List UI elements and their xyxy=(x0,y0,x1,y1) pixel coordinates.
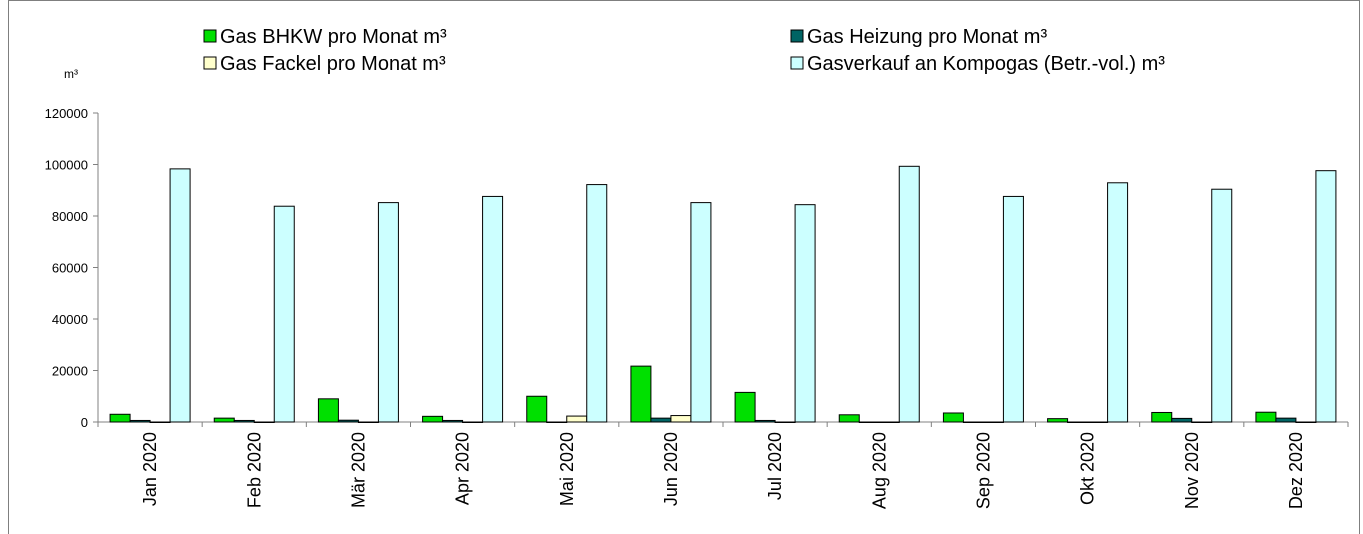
bar xyxy=(878,421,900,423)
bar xyxy=(690,202,712,423)
legend-label: Gas Fackel pro Monat m³ xyxy=(220,53,446,75)
bar xyxy=(838,414,860,423)
bar xyxy=(962,421,984,423)
x-tick-label: Jun 2020 xyxy=(661,432,681,506)
bar xyxy=(1315,170,1337,423)
bar xyxy=(213,417,235,423)
bar xyxy=(526,395,548,423)
bars xyxy=(109,165,1337,423)
y-tick-label: 120000 xyxy=(45,106,88,121)
bar xyxy=(149,421,171,423)
bar xyxy=(754,419,776,423)
bar xyxy=(317,398,339,423)
x-tick-label: Dez 2020 xyxy=(1286,432,1306,509)
bar xyxy=(442,419,464,423)
bar xyxy=(462,421,484,423)
y-tick-label: 60000 xyxy=(52,261,88,276)
axes: 0 20000 40000 60000 80000 100000 120000 xyxy=(45,106,1349,430)
legend: Gas BHKW pro Monat m³ Gas Heizung pro Mon… xyxy=(203,26,1165,75)
bar xyxy=(1211,188,1233,423)
bar xyxy=(1002,195,1024,423)
bar xyxy=(129,419,151,423)
legend-label: Gas BHKW pro Monat m³ xyxy=(220,26,447,48)
bar xyxy=(586,184,608,423)
bar xyxy=(1047,418,1069,423)
bar xyxy=(546,421,568,423)
x-axis-labels: Jan 2020 Feb 2020 Mär 2020 Apr 2020 Mai 2020… xyxy=(140,432,1306,509)
bar xyxy=(1275,417,1297,423)
legend-swatch xyxy=(790,56,804,70)
y-tick-label: 80000 xyxy=(52,209,88,224)
legend-swatch xyxy=(790,29,804,43)
bar xyxy=(650,417,672,423)
y-tick-label: 100000 xyxy=(45,158,88,173)
y-tick-label: 0 xyxy=(81,415,88,430)
y-axis-unit-label: m³ xyxy=(64,67,78,81)
bar xyxy=(253,421,275,423)
bar xyxy=(169,168,191,423)
x-tick-label: Feb 2020 xyxy=(244,432,264,508)
x-tick-label: Mär 2020 xyxy=(348,432,368,508)
x-tick-label: Jan 2020 xyxy=(140,432,160,506)
bar xyxy=(898,165,920,423)
bar xyxy=(1107,182,1129,423)
x-tick-label: Aug 2020 xyxy=(869,432,889,509)
bar xyxy=(1255,411,1277,423)
bar xyxy=(858,421,880,423)
bar xyxy=(1295,421,1317,423)
y-tick-label: 20000 xyxy=(52,364,88,379)
bar xyxy=(794,204,816,423)
x-tick-label: Sep 2020 xyxy=(973,432,993,509)
chart-frame xyxy=(8,0,1360,534)
bar xyxy=(630,365,652,423)
x-tick-label: Jul 2020 xyxy=(765,432,785,500)
bar xyxy=(670,415,692,423)
bar xyxy=(942,412,964,423)
y-tick-label: 40000 xyxy=(52,312,88,327)
bar xyxy=(482,195,504,423)
bar xyxy=(273,205,295,423)
x-tick-label: Mai 2020 xyxy=(557,432,577,506)
bar xyxy=(1151,411,1173,423)
bar xyxy=(357,421,379,423)
bar xyxy=(1171,417,1193,423)
bar xyxy=(566,415,588,423)
bar xyxy=(734,391,756,423)
legend-swatch xyxy=(203,29,217,43)
bar xyxy=(422,415,444,423)
bar xyxy=(1087,421,1109,423)
x-tick-label: Nov 2020 xyxy=(1182,432,1202,509)
bar xyxy=(774,421,796,423)
x-tick-label: Okt 2020 xyxy=(1078,432,1098,505)
x-tick-label: Apr 2020 xyxy=(453,432,473,505)
bar xyxy=(1067,421,1089,423)
legend-label: Gasverkauf an Kompogas (Betr.-vol.) m³ xyxy=(807,53,1165,75)
bar xyxy=(337,419,359,423)
bar xyxy=(377,202,399,423)
bar xyxy=(982,421,1004,423)
legend-label: Gas Heizung pro Monat m³ xyxy=(807,26,1047,48)
bar xyxy=(1191,421,1213,423)
legend-swatch xyxy=(203,56,217,70)
bar xyxy=(233,419,255,423)
bar xyxy=(109,413,131,423)
